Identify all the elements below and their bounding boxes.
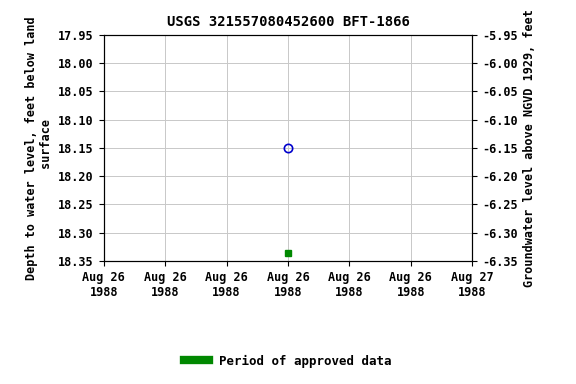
Legend: Period of approved data: Period of approved data (179, 349, 397, 373)
Y-axis label: Depth to water level, feet below land
 surface: Depth to water level, feet below land su… (25, 16, 53, 280)
Y-axis label: Groundwater level above NGVD 1929, feet: Groundwater level above NGVD 1929, feet (523, 9, 536, 287)
Title: USGS 321557080452600 BFT-1866: USGS 321557080452600 BFT-1866 (166, 15, 410, 29)
